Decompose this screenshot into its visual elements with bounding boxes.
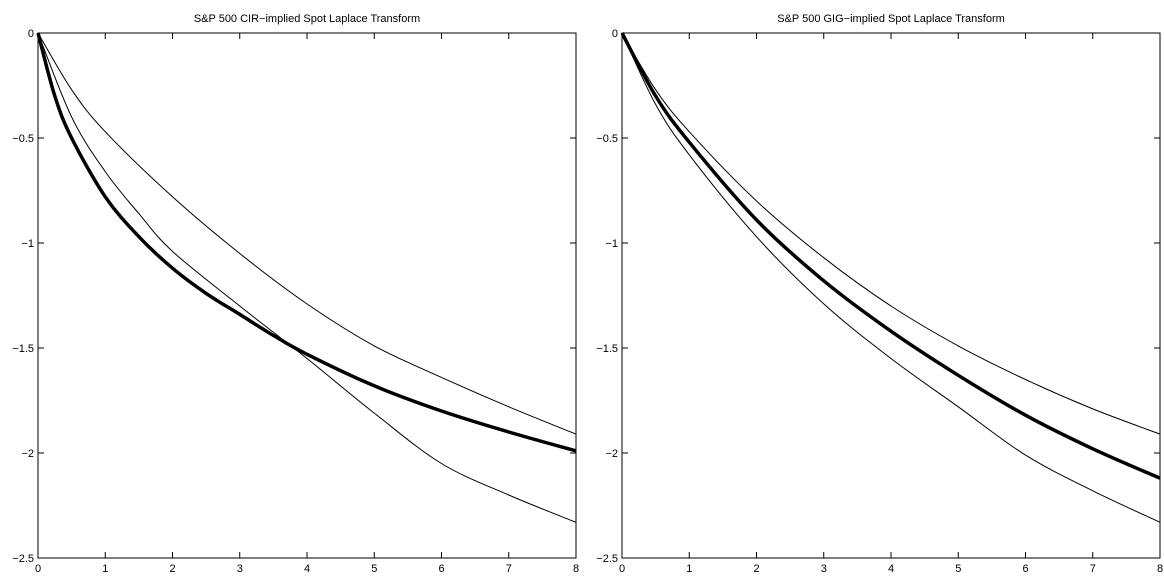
- chart-title: S&P 500 CIR−implied Spot Laplace Transfo…: [194, 13, 420, 25]
- plot-frame: [37, 32, 577, 559]
- x-tick-label: 4: [304, 563, 310, 575]
- y-tick-label: −1.5: [596, 343, 618, 355]
- y-tick-label: −0.5: [596, 133, 618, 145]
- y-tick-label: 0: [612, 28, 618, 40]
- x-tick-label: 7: [1090, 563, 1096, 575]
- y-tick-label: −2: [605, 448, 618, 460]
- chart-gig: S&P 500 GIG−implied Spot Laplace Transfo…: [596, 13, 1163, 575]
- x-tick-label: 1: [686, 563, 692, 575]
- y-tick-label: 0: [28, 28, 34, 40]
- x-tick-label: 3: [237, 563, 243, 575]
- series-line-band-1: [621, 32, 1161, 435]
- x-tick-label: 2: [753, 563, 759, 575]
- y-tick-label: −1: [21, 238, 34, 250]
- series-line-band-2: [37, 32, 577, 523]
- series-line-main: [36, 32, 577, 453]
- x-tick-label: 3: [821, 563, 827, 575]
- x-tick-label: 2: [169, 563, 175, 575]
- y-tick-label: −2.5: [596, 553, 618, 565]
- x-tick-label: 8: [573, 563, 579, 575]
- x-tick-label: 7: [506, 563, 512, 575]
- y-tick-label: −0.5: [12, 133, 34, 145]
- plot-frame: [621, 32, 1161, 559]
- x-tick-label: 4: [888, 563, 894, 575]
- x-tick-label: 1: [102, 563, 108, 575]
- x-tick-label: 0: [35, 563, 41, 575]
- series-line-main: [620, 32, 1161, 480]
- x-tick-label: 8: [1157, 563, 1163, 575]
- x-tick-label: 6: [1022, 563, 1028, 575]
- y-tick-label: −2.5: [12, 553, 34, 565]
- x-tick-label: 6: [438, 563, 444, 575]
- x-tick-label: 5: [955, 563, 961, 575]
- x-tick-label: 5: [371, 563, 377, 575]
- x-tick-label: 0: [619, 563, 625, 575]
- series-line-band-2: [621, 32, 1161, 523]
- y-tick-label: −1.5: [12, 343, 34, 355]
- y-tick-label: −1: [605, 238, 618, 250]
- y-tick-label: −2: [21, 448, 34, 460]
- chart-title: S&P 500 GIG−implied Spot Laplace Transfo…: [777, 13, 1005, 25]
- chart-cir: S&P 500 CIR−implied Spot Laplace Transfo…: [12, 13, 579, 575]
- series-line-band-1: [37, 32, 577, 435]
